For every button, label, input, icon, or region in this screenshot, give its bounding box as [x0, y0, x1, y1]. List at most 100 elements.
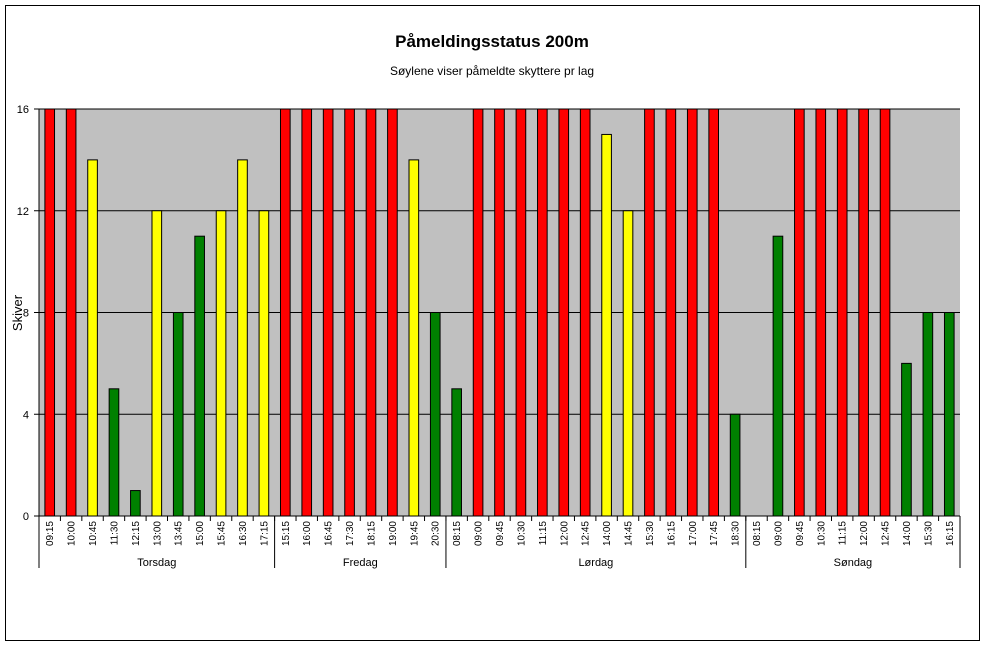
x-tick-label: 11:30 — [109, 521, 120, 546]
bar — [322, 108, 334, 517]
bar — [87, 159, 98, 517]
bar — [772, 235, 784, 517]
x-tick-label: 16:00 — [302, 521, 313, 546]
y-tick-labels: 0 4 8 12 16 — [17, 104, 29, 523]
x-tick-label: 12:45 — [881, 521, 892, 546]
x-tick-label: 14:00 — [602, 521, 613, 546]
day-label: Fredag — [343, 557, 378, 569]
bar — [665, 108, 677, 517]
bar — [451, 388, 462, 517]
bar — [344, 108, 355, 517]
x-tick-label: 19:00 — [388, 521, 399, 546]
bar — [151, 210, 163, 517]
bar — [815, 108, 827, 517]
bar — [622, 210, 634, 517]
x-tick-label: 12:15 — [131, 521, 142, 546]
chart-title: Påmeldingsstatus 200m — [395, 32, 589, 51]
y-tick-label: 8 — [23, 308, 29, 320]
bar — [258, 210, 270, 517]
x-tick-label: 10:30 — [816, 521, 827, 546]
bar — [429, 312, 441, 517]
x-tick-label: 15:00 — [195, 521, 206, 546]
bar — [515, 108, 527, 517]
x-tick-label: 15:15 — [281, 521, 292, 546]
x-tick-label: 10:45 — [88, 521, 99, 546]
bar — [601, 133, 612, 517]
axes — [34, 108, 961, 568]
x-tick-labels: 09:15 10:00 10:45 11:30 12:15 13:00 13:45 15:00… — [45, 521, 956, 546]
bar — [537, 108, 548, 517]
bar — [387, 108, 398, 517]
bar — [365, 108, 377, 517]
x-tick-label: 17:15 — [259, 521, 270, 546]
day-label: Lørdag — [578, 557, 613, 569]
y-tick-label: 4 — [23, 409, 29, 421]
x-tick-label: 12:45 — [581, 521, 592, 546]
x-tick-label: 11:15 — [538, 521, 549, 546]
x-tick-label: 10:00 — [67, 521, 78, 546]
bar — [794, 108, 805, 517]
bar — [686, 108, 698, 517]
x-tick-label: 17:00 — [688, 521, 699, 546]
x-tick-label: 09:00 — [773, 521, 784, 546]
bar — [279, 108, 291, 517]
bar — [943, 312, 955, 517]
y-axis-label: Skiver — [10, 294, 25, 331]
bar — [729, 413, 741, 517]
bar — [130, 490, 141, 517]
day-label: Søndag — [834, 557, 873, 569]
x-tick-label: 15:30 — [645, 521, 656, 546]
bar — [858, 108, 869, 517]
y-tick-label: 12 — [17, 206, 29, 218]
x-tick-label: 16:15 — [666, 521, 677, 546]
day-label: Torsdag — [137, 557, 176, 569]
bar — [922, 312, 934, 517]
bar — [44, 108, 56, 517]
bar — [301, 108, 313, 517]
x-tick-label: 20:30 — [431, 521, 442, 546]
day-group-labels: Torsdag Fredag Lørdag Søndag — [137, 557, 872, 569]
x-tick-label: 16:30 — [238, 521, 249, 546]
bar — [708, 108, 720, 517]
x-tick-label: 15:30 — [923, 521, 934, 546]
x-tick-label: 09:15 — [45, 521, 56, 546]
x-tick-label: 17:45 — [709, 521, 720, 546]
bar — [558, 108, 570, 517]
x-tick-label: 13:00 — [152, 521, 163, 546]
bar — [108, 388, 120, 517]
x-tick-label: 12:00 — [859, 521, 870, 546]
y-tick-label: 0 — [23, 511, 29, 523]
chart-subtitle: Søylene viser påmeldte skyttere pr lag — [390, 64, 594, 78]
bar — [879, 108, 891, 517]
bar — [215, 210, 227, 517]
x-tick-label: 13:45 — [174, 521, 185, 546]
x-tick-label: 14:00 — [902, 521, 913, 546]
x-tick-label: 12:00 — [559, 521, 570, 546]
x-tick-label: 18:15 — [366, 521, 377, 546]
bar — [194, 235, 205, 517]
bar — [644, 108, 655, 517]
x-tick-label: 09:45 — [495, 521, 506, 546]
bar — [472, 108, 484, 517]
y-tick-label: 16 — [17, 104, 29, 116]
x-tick-label: 18:30 — [731, 521, 742, 546]
x-tick-label: 11:15 — [838, 521, 849, 546]
x-tick-label: 15:45 — [217, 521, 228, 546]
bar — [408, 159, 420, 517]
bar — [836, 108, 848, 517]
x-tick-label: 17:30 — [345, 521, 356, 546]
bar — [172, 312, 184, 517]
x-tick-label: 08:15 — [452, 521, 463, 546]
x-tick-label: 10:30 — [516, 521, 527, 546]
bar — [901, 362, 912, 517]
x-tick-label: 19:45 — [409, 521, 420, 546]
x-tick-label: 16:15 — [945, 521, 956, 546]
bar — [65, 108, 77, 517]
bar — [237, 159, 248, 517]
x-tick-label: 16:45 — [324, 521, 335, 546]
bar — [494, 108, 505, 517]
bar — [579, 108, 591, 517]
x-tick-label: 08:15 — [752, 521, 763, 546]
x-tick-label: 09:00 — [474, 521, 485, 546]
